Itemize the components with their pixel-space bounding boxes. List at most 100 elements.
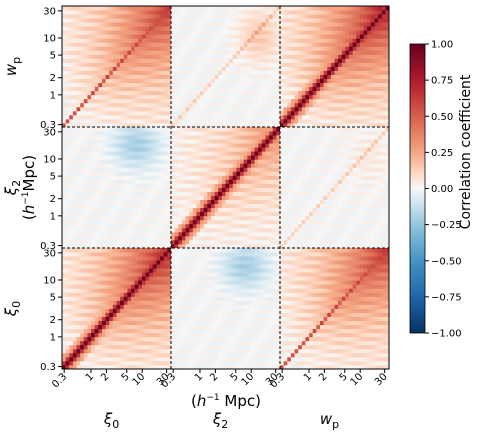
heatmap-cell	[141, 139, 146, 144]
heatmap-cell	[76, 50, 81, 55]
heatmap-cell	[152, 227, 157, 233]
heatmap-cell	[116, 18, 121, 23]
heatmap-cell	[301, 30, 306, 35]
heatmap-cell	[334, 191, 339, 196]
heatmap-cell	[254, 18, 259, 23]
heatmap-cell	[196, 106, 201, 112]
heatmap-cell	[378, 94, 383, 100]
heatmap-cell	[276, 58, 281, 63]
heatmap-cell	[258, 10, 263, 15]
heatmap-cell	[72, 10, 77, 15]
heatmap-cell	[109, 110, 114, 116]
heatmap-cell	[221, 195, 226, 200]
heatmap-cell	[352, 82, 357, 88]
heatmap-cell	[131, 207, 136, 213]
heatmap-cell	[163, 118, 168, 124]
heatmap-cell	[127, 122, 132, 128]
heatmap-cell	[134, 215, 139, 221]
heatmap-cell	[243, 54, 248, 59]
heatmap-cell	[301, 191, 306, 196]
heatmap-cell	[290, 122, 295, 128]
heatmap-cell	[178, 106, 183, 112]
heatmap-cell	[185, 131, 190, 136]
heatmap-cell	[116, 70, 121, 75]
heatmap-cell	[163, 155, 168, 160]
heatmap-cell	[163, 159, 168, 164]
heatmap-cell	[345, 38, 350, 43]
heatmap-cell	[185, 82, 190, 88]
heatmap-cell	[240, 151, 245, 156]
heatmap-cell	[290, 223, 295, 229]
heatmap-cell	[356, 54, 361, 59]
heatmap-cell	[341, 78, 346, 84]
heatmap-cell	[65, 38, 70, 43]
heatmap-cell	[330, 195, 335, 200]
heatmap-cell	[200, 98, 205, 104]
heatmap-cell	[323, 46, 328, 51]
heatmap-cell	[203, 98, 208, 104]
heatmap-cell	[178, 94, 183, 100]
heatmap-cell	[269, 243, 274, 249]
heatmap-cell	[91, 66, 96, 71]
heatmap-cell	[112, 70, 117, 75]
heatmap-cell	[323, 199, 328, 205]
heatmap-cell	[254, 203, 259, 209]
heatmap-cell	[338, 118, 343, 124]
heatmap-cell	[276, 78, 281, 84]
heatmap-cell	[363, 231, 368, 237]
heatmap-cell	[276, 195, 281, 200]
heatmap-cell	[141, 26, 146, 31]
heatmap-cell	[131, 187, 136, 192]
heatmap-cell	[309, 10, 314, 15]
heatmap-cell	[232, 131, 237, 136]
heatmap-cell	[319, 90, 324, 96]
heatmap-cell	[145, 171, 150, 176]
heatmap-cell	[345, 90, 350, 96]
heatmap-cell	[109, 18, 114, 23]
heatmap-cell	[240, 34, 245, 39]
heatmap-cell	[189, 50, 194, 55]
heatmap-cell	[149, 143, 154, 148]
heatmap-cell	[120, 215, 125, 221]
heatmap-cell	[156, 18, 161, 23]
heatmap-cell	[218, 26, 223, 31]
heatmap-cell	[363, 22, 368, 27]
heatmap-cell	[327, 183, 332, 188]
heatmap-cell	[218, 10, 223, 15]
heatmap-cell	[283, 223, 288, 229]
heatmap-cell	[189, 195, 194, 200]
heatmap-cell	[189, 207, 194, 213]
heatmap-cell	[381, 14, 386, 19]
heatmap-cell	[363, 207, 368, 213]
heatmap-cell	[330, 78, 335, 84]
heatmap-cell	[160, 90, 165, 96]
heatmap-cell	[301, 74, 306, 79]
heatmap-cell	[123, 191, 128, 196]
heatmap-cell	[250, 106, 255, 112]
heatmap-cell	[185, 159, 190, 164]
heatmap-cell	[236, 207, 241, 213]
heatmap-cell	[305, 74, 310, 79]
heatmap-cell	[236, 191, 241, 196]
heatmap-cell	[189, 94, 194, 100]
heatmap-cell	[225, 215, 230, 221]
heatmap-cell	[134, 14, 139, 19]
heatmap-cell	[316, 18, 321, 23]
heatmap-cell	[254, 167, 259, 172]
heatmap-cell	[156, 215, 161, 221]
heatmap-cell	[330, 223, 335, 229]
heatmap-cell	[247, 219, 252, 225]
heatmap-cell	[280, 90, 285, 96]
heatmap-cell	[229, 82, 234, 88]
heatmap-cell	[309, 58, 314, 63]
heatmap-cell	[229, 34, 234, 39]
heatmap-cell	[192, 223, 197, 229]
heatmap-cell	[87, 159, 92, 164]
heatmap-cell	[101, 203, 106, 209]
heatmap-cell	[214, 219, 219, 225]
heatmap-cell	[174, 10, 179, 15]
heatmap-cell	[312, 46, 317, 51]
heatmap-cell	[327, 195, 332, 200]
heatmap-cell	[269, 183, 274, 188]
heatmap-cell	[131, 58, 136, 63]
